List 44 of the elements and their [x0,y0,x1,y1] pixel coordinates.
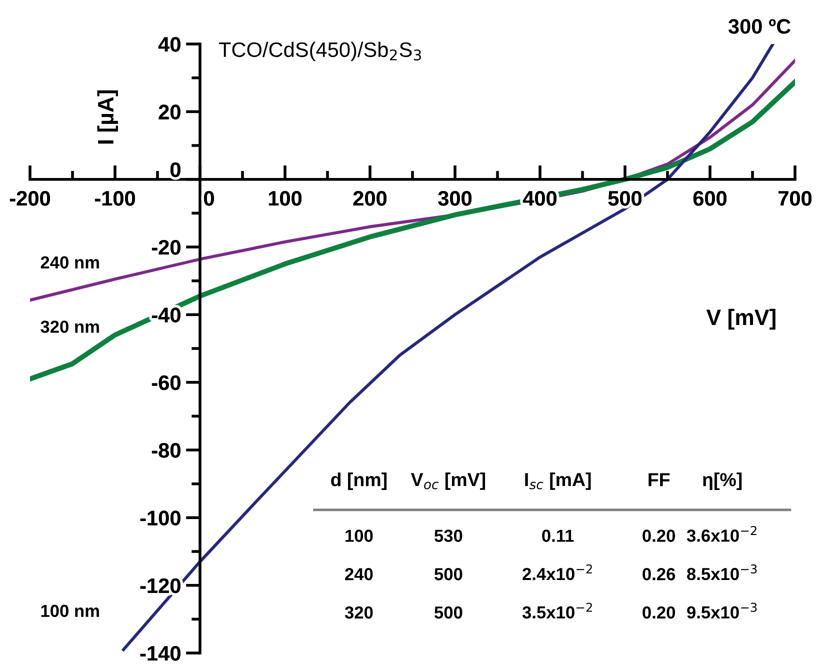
y-tick-label: -60 [152,375,180,390]
annotation: 0.20 [642,606,676,619]
text: 100 nm [41,604,99,618]
annotation: V$_{oc}$ [mV] [410,472,486,490]
annotation: 240 [345,568,373,580]
series-label: 240 nm [40,256,99,269]
y-tick-label: 0 [170,162,180,178]
annotation: 500 [434,606,462,619]
annotation: η[%] [703,472,742,490]
x-axis-title: V [mV] [706,308,776,330]
x-tick-label: 200 [353,190,387,206]
annotation: 0.11 [542,530,574,542]
x-tick-label: -100 [94,190,135,206]
x-tick-label: 0 [204,190,214,206]
annotation: 530 [434,530,462,542]
annotation: d [nm] [331,472,387,490]
annotation: 320 [344,606,373,619]
annotation: 0.20 [642,530,676,542]
x-tick-label: -200 [10,190,50,206]
annotation: 3.5x10$^{−2}$ [522,602,592,619]
annotation: 9.5x10$^{−3}$ [687,602,757,619]
x-tick-label: 600 [693,190,727,206]
x-tick-label: 300 [438,190,472,206]
series-label: 320 nm [40,320,99,333]
x-tick-label: 100 [268,190,302,206]
annotation: FF [648,473,670,486]
text: 300 ºC [728,19,791,34]
y-tick-label: 20 [158,104,180,120]
y-tick-label: -140 [140,646,180,661]
y-tick-label: -80 [152,443,180,458]
annotation: 8.5x10$^{−3}$ [687,564,757,580]
annotation: I$_{sc}$ [mA] [525,472,591,490]
x-tick-label: 500 [608,190,642,206]
annotation: 100 [346,530,373,542]
annotation: 3.6x10$^{−2}$ [686,526,756,542]
annotation: 2.4x10$^{−2}$ [522,564,592,580]
y-tick-label: -100 [140,510,180,526]
chart-title: TCO/CdS(450)/Sb$_{2}$S$_{3}$ [218,42,421,62]
y-axis-title: I [µA] [97,90,118,144]
annotation: 0.26 [642,568,676,580]
y-tick-label: 40 [158,37,180,52]
y-tick-label: -20 [152,240,180,255]
annotation: 500 [434,568,462,580]
x-tick-label: 700 [778,190,812,206]
